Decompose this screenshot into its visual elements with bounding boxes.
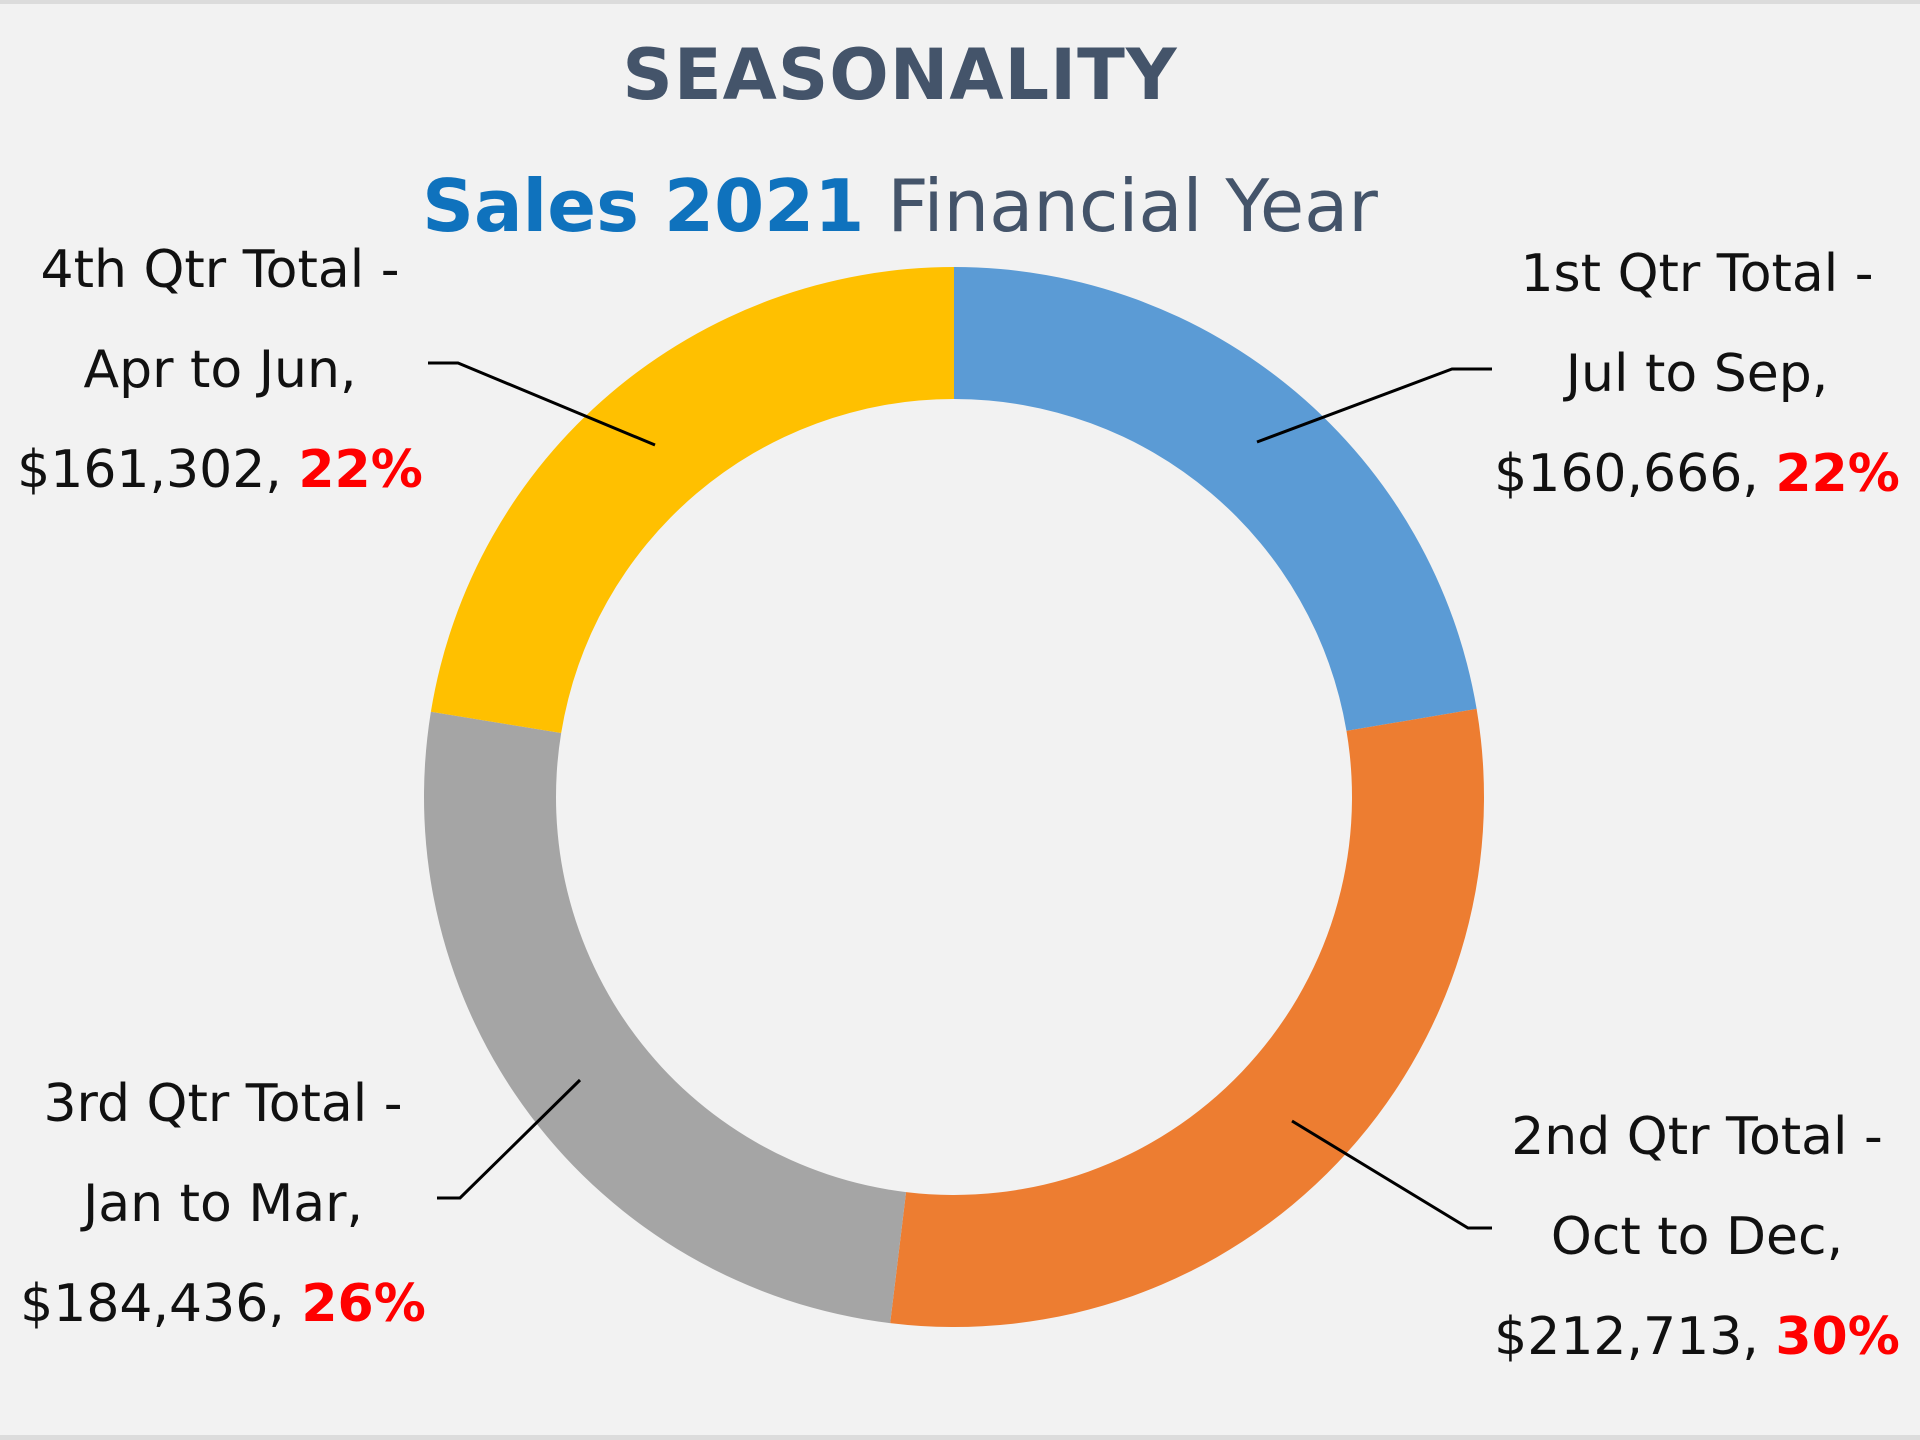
data-label-q2: 2nd Qtr Total - Oct to Dec, $212,713, 30… [1487,1087,1907,1387]
label-percent: 30% [1775,1307,1900,1367]
label-line: Oct to Dec, [1550,1207,1844,1267]
chart-subtitle: Sales 2021 Financial Year [0,164,1800,248]
data-label-q4: 4th Qtr Total - Apr to Jun, $161,302, 22… [10,220,430,520]
label-line: Jan to Mar, [82,1174,364,1234]
label-line: $212,713, 30% [1487,1287,1907,1387]
slice-q4 [430,267,955,734]
chart-title: SEASONALITY [622,34,1178,116]
subtitle-year: Sales 2021 [422,164,865,248]
subtitle-rest: Financial Year [887,164,1378,248]
label-amount: $160,666, [1494,444,1759,504]
label-line: 4th Qtr Total - [40,240,400,300]
top-border [0,0,1920,4]
label-line: $184,436, 26% [13,1254,433,1354]
slice-q3 [424,711,907,1324]
bottom-border [0,1435,1920,1440]
doughnut-slices [424,267,1484,1327]
slice-q1 [954,267,1477,731]
leader-line-q3 [437,1078,582,1200]
label-line: Jul to Sep, [1565,344,1829,404]
data-label-q3: 3rd Qtr Total - Jan to Mar, $184,436, 26… [13,1054,433,1354]
label-line: Apr to Jun, [83,340,357,400]
leader-line-q2 [1291,1119,1492,1230]
label-line: 3rd Qtr Total - [43,1074,403,1134]
data-label-q1: 1st Qtr Total - Jul to Sep, $160,666, 22… [1487,224,1907,524]
slice-q2 [890,708,1484,1327]
leader-line-q4 [428,361,656,447]
label-amount: $161,302, [17,440,282,500]
leader-lines [428,361,1492,1230]
label-line: 2nd Qtr Total - [1511,1107,1883,1167]
label-amount: $212,713, [1494,1307,1759,1367]
label-percent: 22% [1775,444,1900,504]
label-line: $160,666, 22% [1487,424,1907,524]
label-percent: 26% [301,1274,426,1334]
label-amount: $184,436, [20,1274,285,1334]
label-line: $161,302, 22% [10,420,430,520]
label-line: 1st Qtr Total - [1520,244,1874,304]
label-percent: 22% [298,440,423,500]
leader-line-q1 [1256,367,1492,444]
